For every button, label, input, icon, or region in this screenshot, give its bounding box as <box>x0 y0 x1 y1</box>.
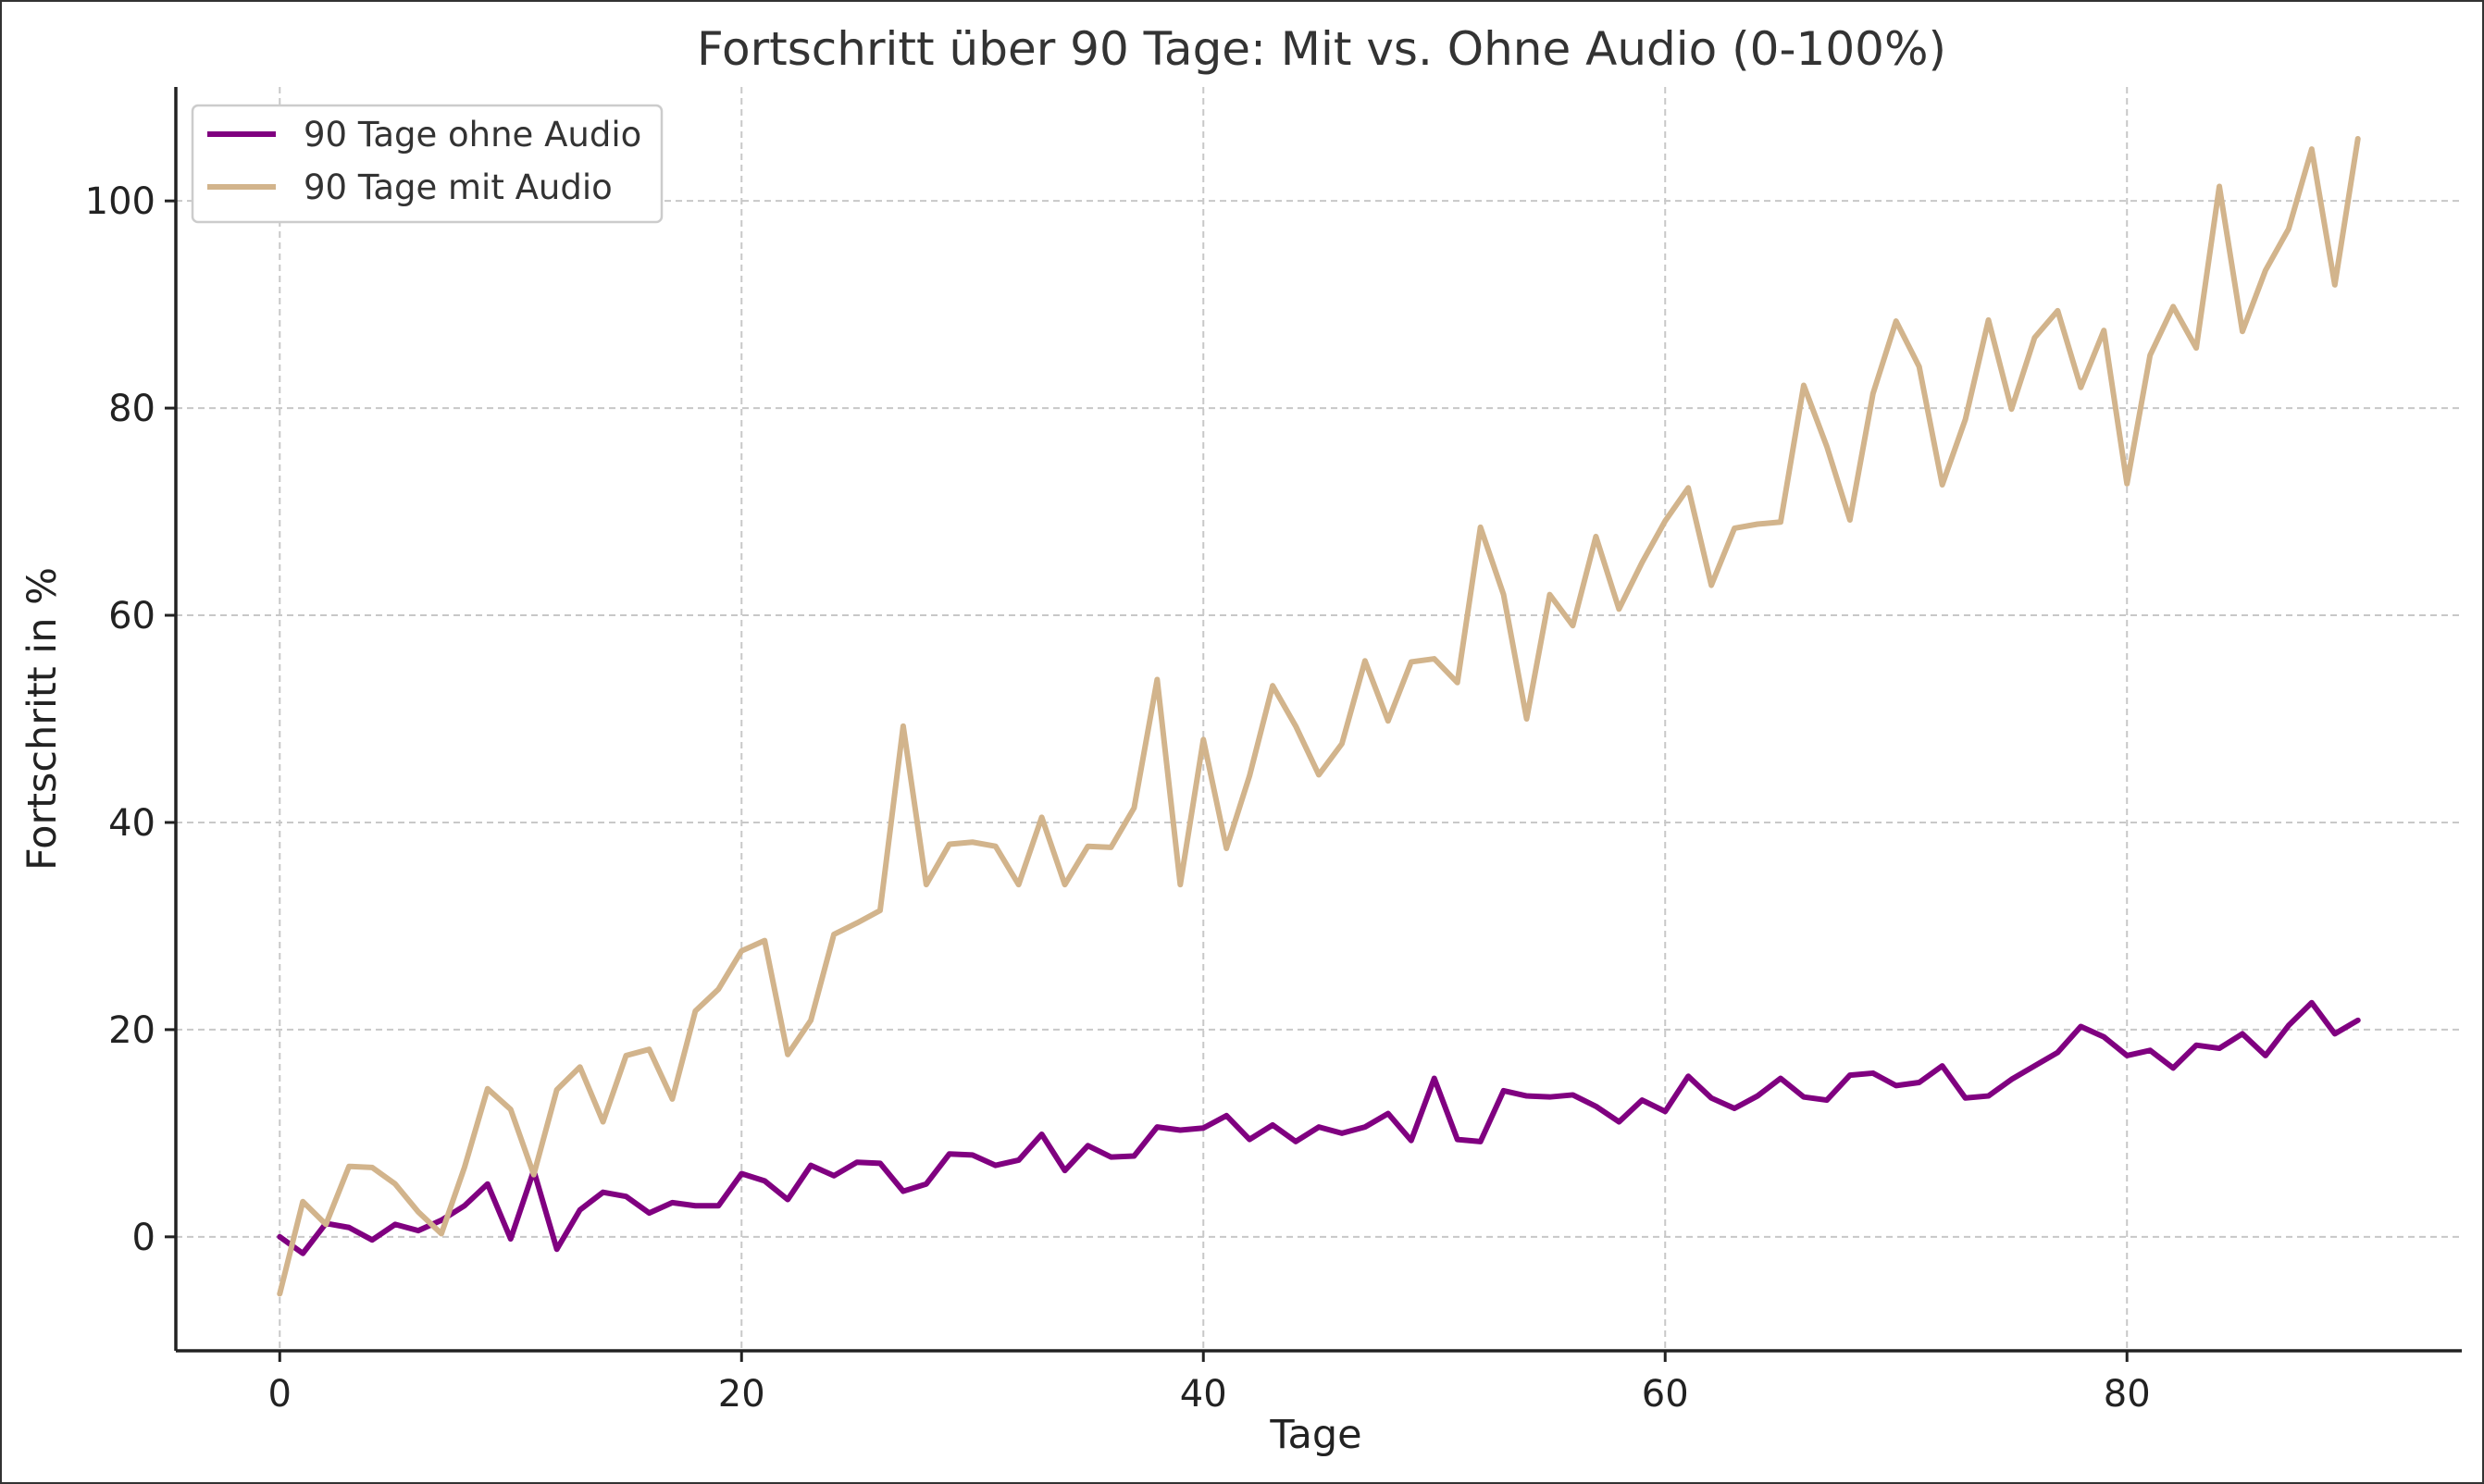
axes-layer: 0 20 40 60 80 0 20 40 60 80 100 <box>85 87 2462 1416</box>
chart-title: Fortschritt über 90 Tage: Mit vs. Ohne A… <box>697 22 1946 76</box>
y-tick-label: 60 <box>108 595 155 637</box>
legend-label-mit-audio: 90 Tage mit Audio <box>304 167 613 207</box>
y-tick-label: 0 <box>132 1217 155 1259</box>
series-layer <box>277 135 2361 1297</box>
series-line-mit-audio <box>277 135 2361 1297</box>
series-line-ohne-audio <box>277 999 2361 1256</box>
x-tick-label: 40 <box>1180 1373 1227 1416</box>
legend: 90 Tage ohne Audio 90 Tage mit Audio <box>191 104 664 224</box>
y-tick-label: 40 <box>108 802 155 845</box>
x-axis-title: Tage <box>1269 1412 1361 1458</box>
x-tick-label: 20 <box>718 1373 765 1416</box>
grid-layer <box>176 87 2462 1351</box>
x-tick-label: 60 <box>1642 1373 1689 1416</box>
y-tick-label: 20 <box>108 1009 155 1052</box>
y-axis-title: Fortschritt in % <box>19 567 66 871</box>
legend-box <box>191 104 664 224</box>
legend-label-ohne-audio: 90 Tage ohne Audio <box>304 115 641 155</box>
x-tick-label: 0 <box>268 1373 292 1416</box>
y-tick-label: 100 <box>85 180 155 223</box>
y-tick-label: 80 <box>108 388 155 430</box>
x-tick-label: 80 <box>2104 1373 2151 1416</box>
